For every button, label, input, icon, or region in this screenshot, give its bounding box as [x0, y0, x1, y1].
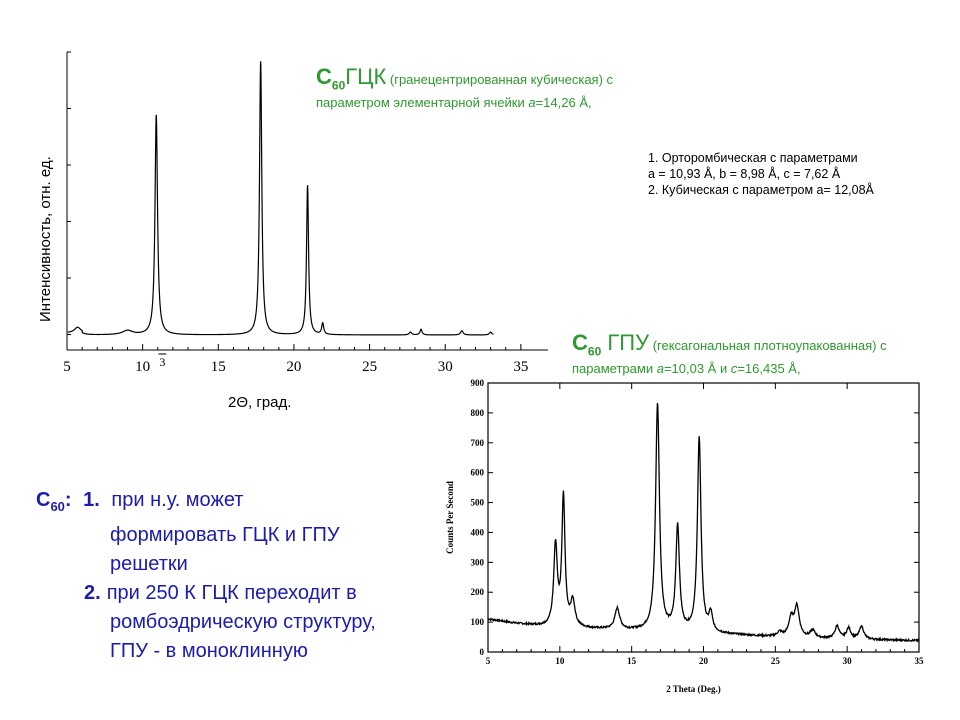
hcp-chart: 0 100 200 300 400 500 600 700 800 900 5 10 15 20 25 30 3… — [445, 378, 925, 694]
fcc-x-tick-label: 5 — [63, 359, 71, 375]
fcc-x-tick-label: 20 — [286, 359, 301, 375]
fcc-formula: C60 — [316, 64, 346, 93]
hcp-y-tick-label: 100 — [471, 617, 485, 627]
fcc-x-tick-label: 30 — [438, 359, 453, 375]
hcp-plot-frame — [487, 382, 920, 653]
fcc-x-tick-label: 15 — [211, 359, 226, 375]
hcp-y-tick-label: 200 — [471, 587, 485, 597]
fcc-title-line2: параметром элементарной ячейки a=14,26 Å… — [316, 95, 592, 111]
fcc-desc: (гранецентрированная кубическая) с — [386, 72, 614, 87]
fcc-diffraction-line — [67, 61, 494, 336]
hcp-desc: (гексагональная плотноупакованная) с — [649, 338, 887, 353]
fcc-x-axis-label: 2Θ, град. — [228, 394, 292, 411]
summary-row-1: C60: 1. при н.у. может — [36, 489, 244, 514]
hcp-title: C60 ГПУ (гексагональная плотноупакованна… — [572, 332, 887, 378]
fcc-x-tick-label: 25 — [362, 359, 377, 375]
structure-notes: 1. Орторомбическая с параметрами a = 10,… — [648, 150, 874, 198]
hcp-x-tick-label: 5 — [486, 656, 491, 666]
hcp-y-tick-label: 900 — [471, 378, 485, 388]
summary-row-6: ГПУ - в моноклинную — [110, 640, 308, 662]
hcp-y-tick-label: 300 — [471, 557, 485, 567]
hcp-x-tick-label: 35 — [915, 656, 925, 666]
hcp-y-tick-label: 500 — [471, 498, 485, 508]
summary-row-2: формировать ГЦК и ГПУ — [110, 524, 340, 546]
fcc-x-tick-label: 35 — [513, 359, 528, 375]
hcp-lattice: ГПУ — [601, 330, 650, 355]
fcc-lattice: ГЦК — [345, 64, 387, 89]
hcp-title-line1: C60 ГПУ (гексагональная плотноупакованна… — [572, 332, 887, 360]
summary-row-5: ромбоэдрическую структуру, — [110, 611, 376, 633]
hcp-y-tick-label: 800 — [471, 408, 485, 418]
hcp-x-tick-label: 15 — [627, 656, 637, 666]
hcp-x-tick-label: 30 — [843, 656, 853, 666]
fcc-annotation: 3 — [159, 355, 165, 369]
hcp-title-line2: параметрами a=10,03 Å и c=16,435 Å, — [572, 361, 801, 377]
hcp-diffraction-line — [487, 402, 920, 643]
hcp-x-tick-label: 20 — [699, 656, 709, 666]
note-line-2: a = 10,93 Å, b = 8,98 Å, c = 7,62 Å — [648, 167, 841, 181]
fcc-title-line1: C60ГЦК (гранецентрированная кубическая) … — [316, 66, 614, 94]
hcp-x-tick-label: 25 — [771, 656, 781, 666]
fcc-chart: 5 10 15 20 25 30 35 3 — [63, 51, 548, 375]
hcp-formula: C60 — [572, 330, 602, 359]
hcp-y-tick-label: 0 — [480, 647, 485, 657]
hcp-y-tick-label: 400 — [471, 527, 485, 537]
hcp-y-tick-label: 600 — [471, 468, 485, 478]
c60-summary: C60: 1. при н.у. может формировать ГЦК и… — [36, 486, 376, 666]
summary-row-4: 2. при 250 К ГЦК переходит в — [84, 582, 357, 604]
fcc-x-tick-label: 10 — [135, 359, 150, 375]
hcp-y-tick-label: 700 — [471, 438, 485, 448]
hcp-y-axis-label: Counts Per Second — [445, 481, 455, 554]
hcp-x-tick-label: 10 — [555, 656, 565, 666]
note-line-1: 1. Орторомбическая с параметрами — [648, 151, 858, 165]
summary-row-3: решетки — [110, 553, 188, 575]
note-line-3: 2. Кубическая с параметром a= 12,08Å — [648, 183, 874, 197]
fcc-title: C60ГЦК (гранецентрированная кубическая) … — [316, 66, 614, 112]
hcp-x-axis-label: 2 Theta (Deg.) — [666, 684, 721, 694]
